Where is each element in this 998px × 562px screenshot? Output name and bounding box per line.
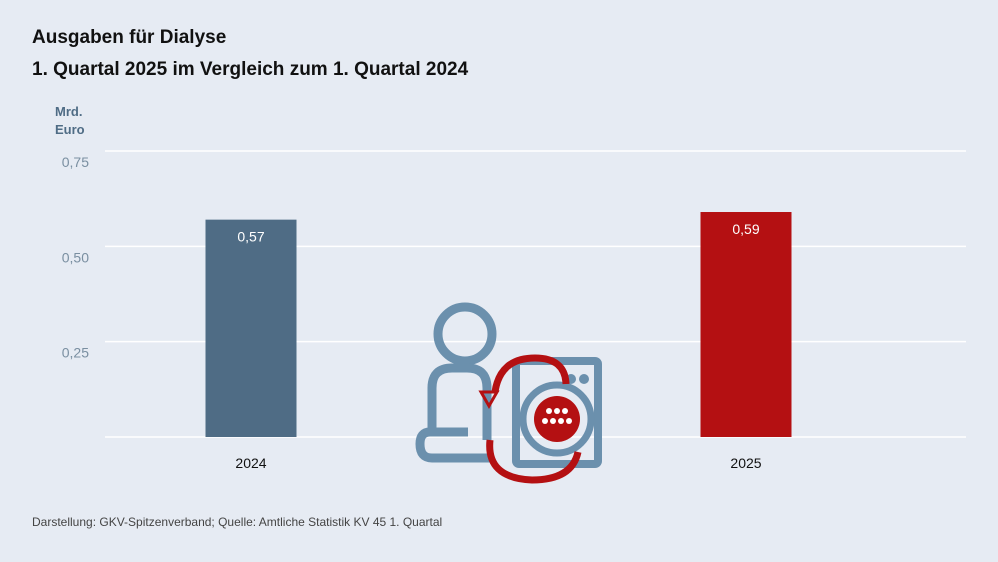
bar-value-label: 0,57 — [237, 229, 264, 245]
y-axis-ticks: 0,25 0,50 0,75 — [62, 154, 89, 361]
bar-2025 — [700, 212, 792, 437]
y-unit-line-1: Mrd. — [55, 104, 83, 119]
x-tick-label: 2024 — [235, 455, 266, 471]
y-tick-label: 0,50 — [62, 249, 89, 265]
bar-2024 — [205, 219, 297, 437]
chart-subtitle: 1. Quartal 2025 im Vergleich zum 1. Quar… — [32, 59, 469, 80]
bars: 0,57 2024 0,59 2025 — [205, 212, 792, 471]
source-note: Darstellung: GKV-Spitzenverband; Quelle:… — [32, 515, 443, 529]
bar-value-label: 0,59 — [732, 221, 759, 237]
y-unit-line-2: Euro — [55, 122, 85, 137]
y-tick-label: 0,75 — [62, 154, 89, 170]
chart-title: Ausgaben für Dialyse — [32, 27, 227, 48]
x-tick-label: 2025 — [730, 455, 761, 471]
y-tick-label: 0,25 — [62, 345, 89, 361]
dialysis-patient-machine-icon — [415, 302, 602, 484]
